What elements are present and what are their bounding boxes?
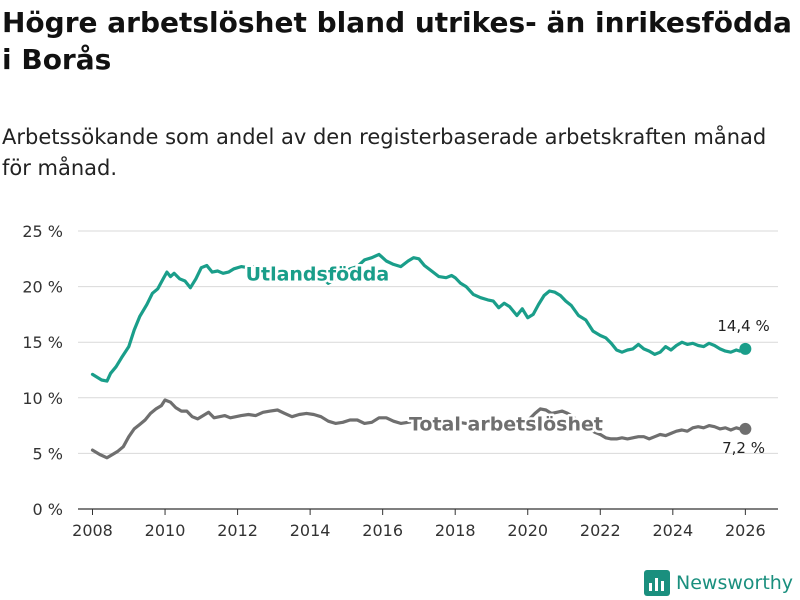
brand-name: Newsworthy bbox=[676, 572, 794, 594]
end-value-label-total-arbetsloshet: 7,2 % bbox=[722, 439, 765, 457]
x-tick-label: 2008 bbox=[72, 521, 113, 540]
chart-title: Högre arbetslöshet bland utrikes- än inr… bbox=[2, 6, 792, 76]
x-axis: 2008 2010 2012 2014 2016 2018 2020 2022 2024 2026 bbox=[72, 508, 778, 540]
x-tick-label: 2024 bbox=[652, 521, 693, 540]
x-tick-label: 2020 bbox=[507, 521, 548, 540]
newsworthy-logo: Newsworthy bbox=[644, 568, 793, 598]
series-labels: Utlandsfödda Total arbetslöshet 14,4 % 7,2 … bbox=[243, 261, 770, 457]
series-line-total-arbetsloshet bbox=[90, 398, 748, 460]
y-tick-label: 0 % bbox=[33, 500, 63, 519]
gridlines bbox=[78, 230, 778, 454]
x-tick-label: 2022 bbox=[580, 521, 621, 540]
y-tick-label: 15 % bbox=[22, 333, 63, 352]
series-label-utlandsfodda: Utlandsfödda bbox=[246, 263, 390, 285]
series-label-total-arbetsloshet: Total arbetslöshet bbox=[409, 413, 603, 435]
end-point-utlandsfodda bbox=[739, 342, 752, 355]
newsworthy-logo-icon bbox=[644, 570, 670, 596]
y-tick-label: 25 % bbox=[22, 222, 63, 241]
y-axis-ticks: 0 % 5 % 10 % 15 % 20 % 25 % bbox=[22, 222, 63, 519]
x-tick-label: 2016 bbox=[362, 521, 403, 540]
chart-subtitle: Arbetssökande som andel av den registerb… bbox=[2, 125, 767, 180]
y-tick-label: 10 % bbox=[22, 389, 63, 408]
y-tick-label: 5 % bbox=[33, 444, 63, 463]
x-tick-label: 2012 bbox=[217, 521, 258, 540]
end-value-label-utlandsfodda: 14,4 % bbox=[717, 317, 769, 335]
x-tick-label: 2026 bbox=[725, 521, 766, 540]
x-tick-label: 2018 bbox=[435, 521, 476, 540]
end-point-total-arbetsloshet bbox=[739, 422, 752, 435]
series-line-utlandsfodda bbox=[90, 252, 748, 383]
x-tick-label: 2014 bbox=[290, 521, 331, 540]
y-tick-label: 20 % bbox=[22, 278, 63, 297]
x-tick-label: 2010 bbox=[145, 521, 186, 540]
series-lines bbox=[90, 252, 752, 460]
